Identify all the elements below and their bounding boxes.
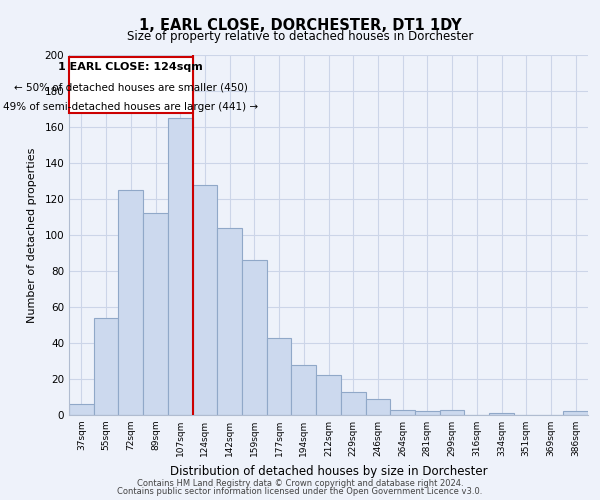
Text: 1 EARL CLOSE: 124sqm: 1 EARL CLOSE: 124sqm bbox=[58, 62, 203, 72]
FancyBboxPatch shape bbox=[69, 57, 193, 112]
Bar bbox=[143, 214, 168, 415]
Bar bbox=[267, 338, 292, 415]
Bar bbox=[94, 318, 118, 415]
Y-axis label: Number of detached properties: Number of detached properties bbox=[28, 148, 37, 322]
Text: Contains public sector information licensed under the Open Government Licence v3: Contains public sector information licen… bbox=[118, 487, 482, 496]
Text: Size of property relative to detached houses in Dorchester: Size of property relative to detached ho… bbox=[127, 30, 473, 43]
Bar bbox=[69, 404, 94, 415]
Bar bbox=[168, 118, 193, 415]
Bar bbox=[489, 413, 514, 415]
Bar bbox=[390, 410, 415, 415]
Text: 1, EARL CLOSE, DORCHESTER, DT1 1DY: 1, EARL CLOSE, DORCHESTER, DT1 1DY bbox=[139, 18, 461, 32]
Bar bbox=[341, 392, 365, 415]
Bar bbox=[217, 228, 242, 415]
Text: Contains HM Land Registry data © Crown copyright and database right 2024.: Contains HM Land Registry data © Crown c… bbox=[137, 478, 463, 488]
Text: ← 50% of detached houses are smaller (450): ← 50% of detached houses are smaller (45… bbox=[14, 82, 248, 92]
Bar bbox=[365, 399, 390, 415]
Text: 49% of semi-detached houses are larger (441) →: 49% of semi-detached houses are larger (… bbox=[3, 102, 259, 112]
Bar bbox=[563, 412, 588, 415]
Bar bbox=[118, 190, 143, 415]
Bar bbox=[415, 412, 440, 415]
Bar bbox=[193, 184, 217, 415]
Bar bbox=[292, 364, 316, 415]
X-axis label: Distribution of detached houses by size in Dorchester: Distribution of detached houses by size … bbox=[170, 464, 487, 477]
Bar bbox=[440, 410, 464, 415]
Bar bbox=[316, 376, 341, 415]
Bar bbox=[242, 260, 267, 415]
